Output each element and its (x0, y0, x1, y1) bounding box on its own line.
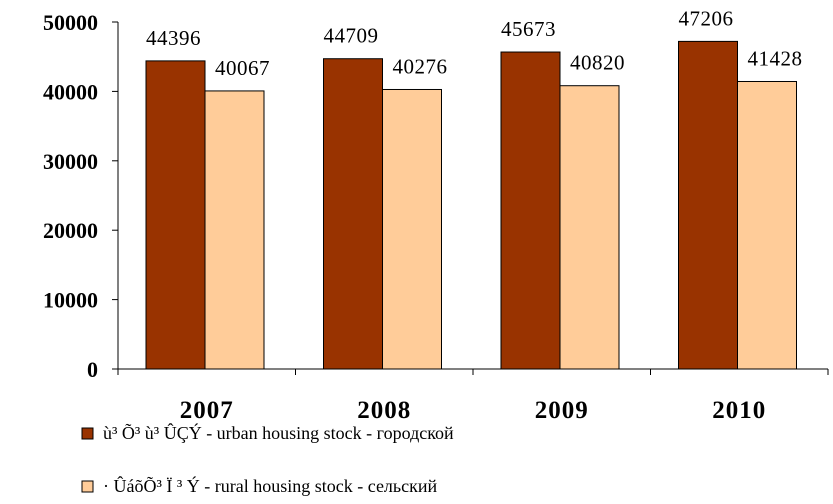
y-tick-label: 10000 (43, 288, 98, 313)
legend-swatch (81, 427, 94, 440)
bar-2010-series-1 (737, 80, 797, 370)
bar-2007-series-1 (204, 90, 265, 370)
y-tick-label: 0 (87, 357, 98, 382)
axes: 0 10000 20000 30000 40000 50000 2007 2008 2009 20… (43, 10, 829, 424)
data-label: 41428 (748, 46, 803, 70)
y-tick-label: 30000 (43, 149, 98, 174)
bar-2008-series-1 (382, 88, 442, 370)
bars (145, 40, 797, 370)
data-label: 40276 (393, 54, 448, 78)
bar-2009-series-0 (500, 51, 561, 370)
data-label: 44709 (324, 24, 379, 48)
x-tick-label: 2010 (712, 397, 766, 424)
data-label: 47206 (679, 6, 734, 30)
y-tick-label: 50000 (43, 10, 98, 35)
legend-swatch (81, 480, 94, 493)
legend: ù³ Õ³ ù³ ÛÇÝ - urban housing stock - гор… (81, 422, 454, 496)
data-label: 44396 (146, 26, 201, 50)
data-label: 45673 (501, 17, 556, 41)
y-tick-label: 40000 (43, 79, 98, 104)
x-tick-label: 2009 (535, 397, 589, 424)
x-tick-label: 2007 (180, 397, 234, 424)
data-label: 40067 (215, 56, 270, 80)
bar-2008-series-0 (323, 58, 383, 370)
x-tick-label: 2008 (357, 397, 411, 424)
bar-2010-series-0 (678, 40, 738, 370)
bar-2009-series-1 (559, 85, 620, 370)
data-label: 40820 (570, 51, 625, 75)
data-labels: 44396 44709 45673 47206 40067 40276 40820 41428 (146, 6, 803, 80)
y-tick-label: 20000 (43, 218, 98, 243)
legend-label: · ÛáõÕ³ Ï ³ Ý - rural housing stock - се… (103, 475, 437, 496)
bar-2007-series-0 (145, 60, 206, 370)
legend-label: ù³ Õ³ ù³ ÛÇÝ - urban housing stock - гор… (103, 422, 454, 443)
